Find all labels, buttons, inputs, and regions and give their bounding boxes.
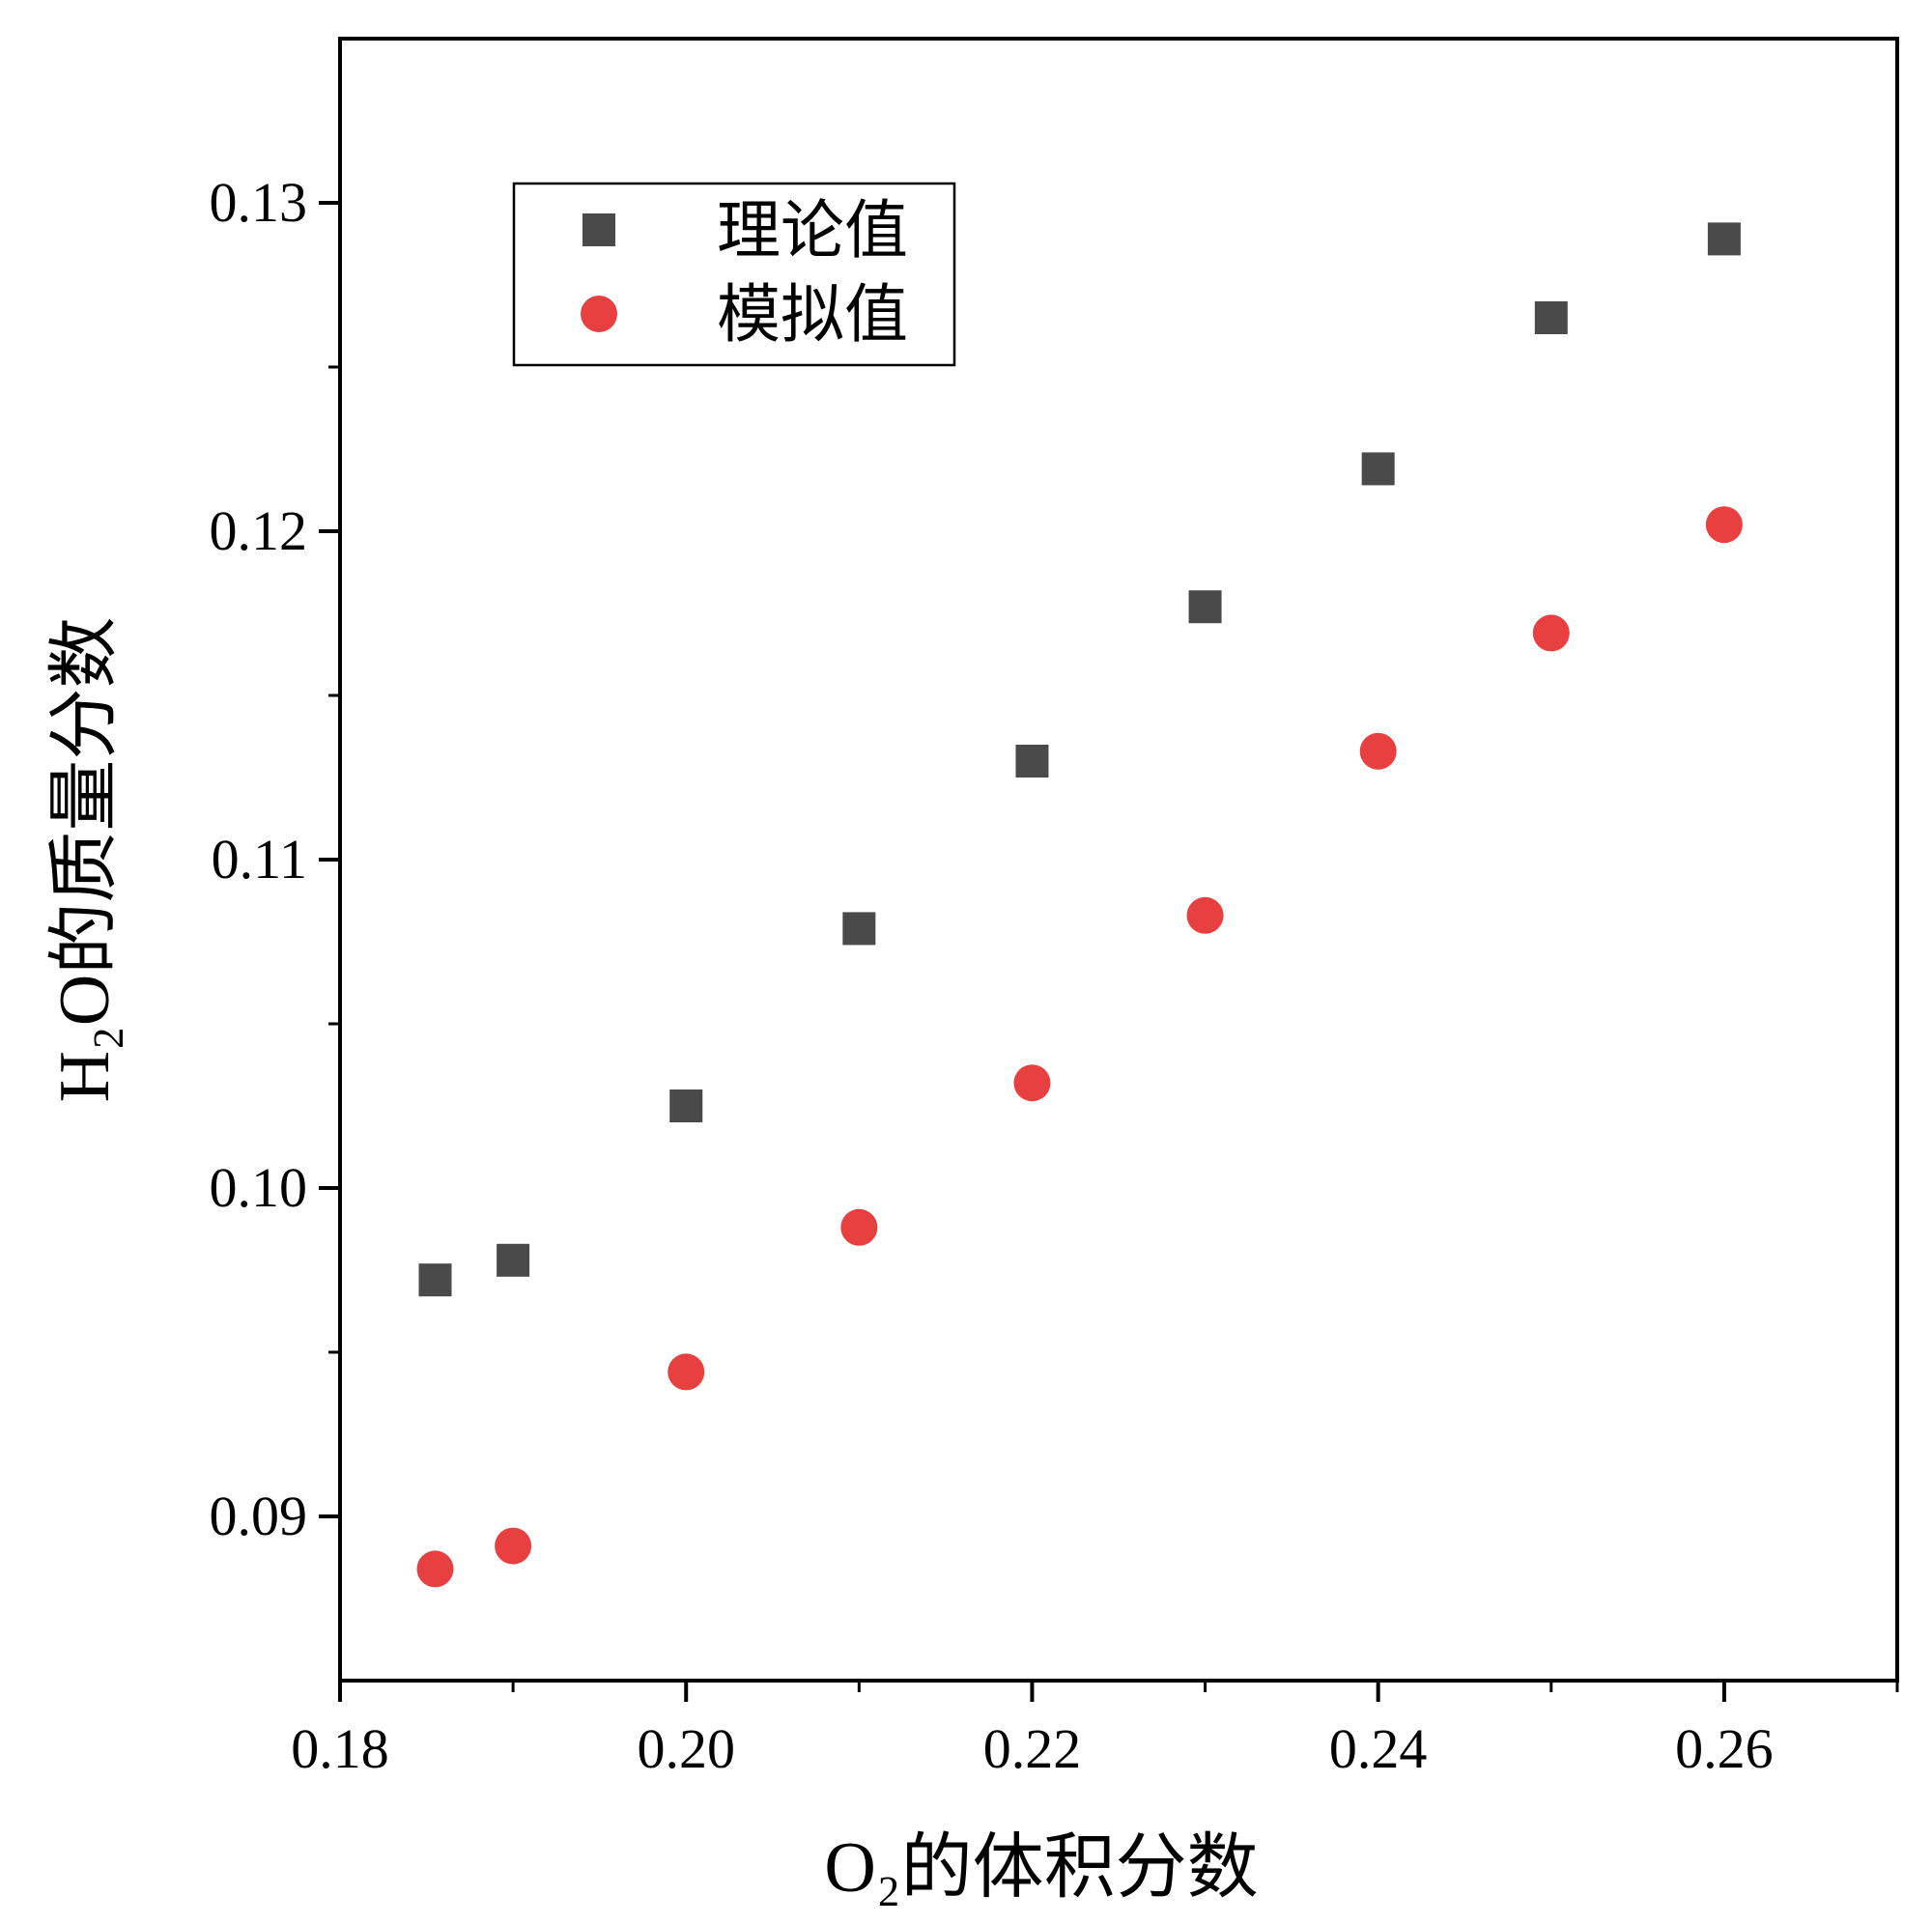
x-tick-label: 0.18 xyxy=(291,1717,389,1780)
simulation-point xyxy=(840,1208,878,1246)
simulation-point xyxy=(1359,732,1397,770)
simulation-point xyxy=(495,1527,532,1565)
legend-label: 模拟值 xyxy=(717,280,908,351)
x-tick-label: 0.22 xyxy=(983,1717,1082,1780)
legend-label: 理论值 xyxy=(717,196,908,267)
y-axis-ticks: 0.09 0.10 0.11 0.12 0.13 xyxy=(210,171,340,1547)
simulation-point xyxy=(1186,896,1224,934)
theory-point xyxy=(669,1089,703,1122)
y-tick-label: 0.09 xyxy=(210,1485,308,1547)
simulation-point xyxy=(416,1550,454,1588)
y-tick-label: 0.10 xyxy=(210,1156,308,1219)
theory-point xyxy=(497,1243,530,1277)
theory-point xyxy=(842,912,876,946)
simulation-point xyxy=(1532,614,1570,652)
data-points xyxy=(416,222,1743,1588)
x-axis-title: O₂的体积分数 xyxy=(824,1828,1258,1908)
y-tick-label: 0.11 xyxy=(212,828,307,891)
theory-point xyxy=(1015,745,1049,778)
legend-square-marker xyxy=(582,213,615,246)
y-axis-title: H₂O的质量分数 xyxy=(45,617,125,1103)
x-tick-label: 0.20 xyxy=(637,1717,735,1780)
theory-point xyxy=(1707,222,1741,256)
theory-point xyxy=(1361,452,1395,486)
simulation-point xyxy=(1013,1064,1051,1102)
simulation-point xyxy=(1705,506,1743,544)
x-tick-label: 0.26 xyxy=(1675,1717,1774,1780)
theory-point xyxy=(1188,590,1222,624)
theory-point xyxy=(1534,301,1568,334)
simulation-point xyxy=(668,1353,705,1391)
y-tick-label: 0.13 xyxy=(210,171,308,234)
x-tick-label: 0.24 xyxy=(1329,1717,1428,1780)
legend-circle-marker xyxy=(581,296,617,332)
theory-point xyxy=(418,1263,452,1297)
x-axis-ticks: 0.18 0.20 0.22 0.24 0.26 xyxy=(291,1681,1899,1780)
y-tick-label: 0.12 xyxy=(210,499,308,562)
